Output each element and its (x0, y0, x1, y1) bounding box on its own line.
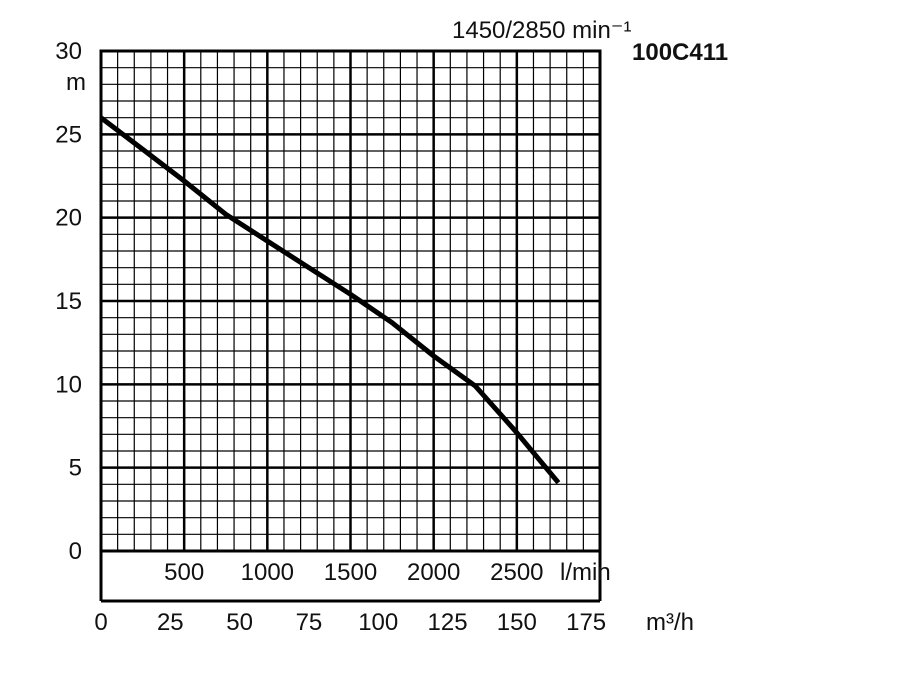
x2-tick-label: 0 (94, 609, 107, 636)
plot-frame (99, 49, 602, 553)
x2-tick-label: 25 (157, 609, 184, 636)
chart-subtitle: 1450/2850 min⁻¹ (452, 17, 631, 44)
grid (99, 49, 602, 603)
x-tick-label: 1500 (324, 559, 377, 586)
x-tick-label: 2500 (490, 559, 543, 586)
x-tick-label: 2000 (407, 559, 460, 586)
y-tick-label: 30 (55, 38, 82, 65)
chart-title: 100C411 (632, 39, 728, 66)
x2-tick-label: 175 (566, 609, 606, 636)
x2-tick-label: 50 (226, 609, 253, 636)
y-tick-label: 20 (55, 205, 82, 232)
x2-tick-label: 150 (497, 609, 537, 636)
y-tick-label: 5 (69, 455, 82, 482)
x-tick-label: 500 (164, 559, 204, 586)
x2-axis-label: m³/h (646, 609, 694, 636)
y-tick-label: 25 (55, 121, 82, 148)
x2-tick-label: 100 (358, 609, 398, 636)
x2-tick-label: 75 (296, 609, 323, 636)
performance-curve (99, 115, 561, 485)
y-axis-label: m (66, 69, 86, 96)
y-tick-label: 15 (55, 288, 82, 315)
y-tick-label: 0 (69, 538, 82, 565)
x2-tick-label: 125 (428, 609, 468, 636)
x-axis-label: l/min (560, 559, 611, 586)
y-tick-label: 10 (55, 371, 82, 398)
x-tick-label: 1000 (241, 559, 294, 586)
